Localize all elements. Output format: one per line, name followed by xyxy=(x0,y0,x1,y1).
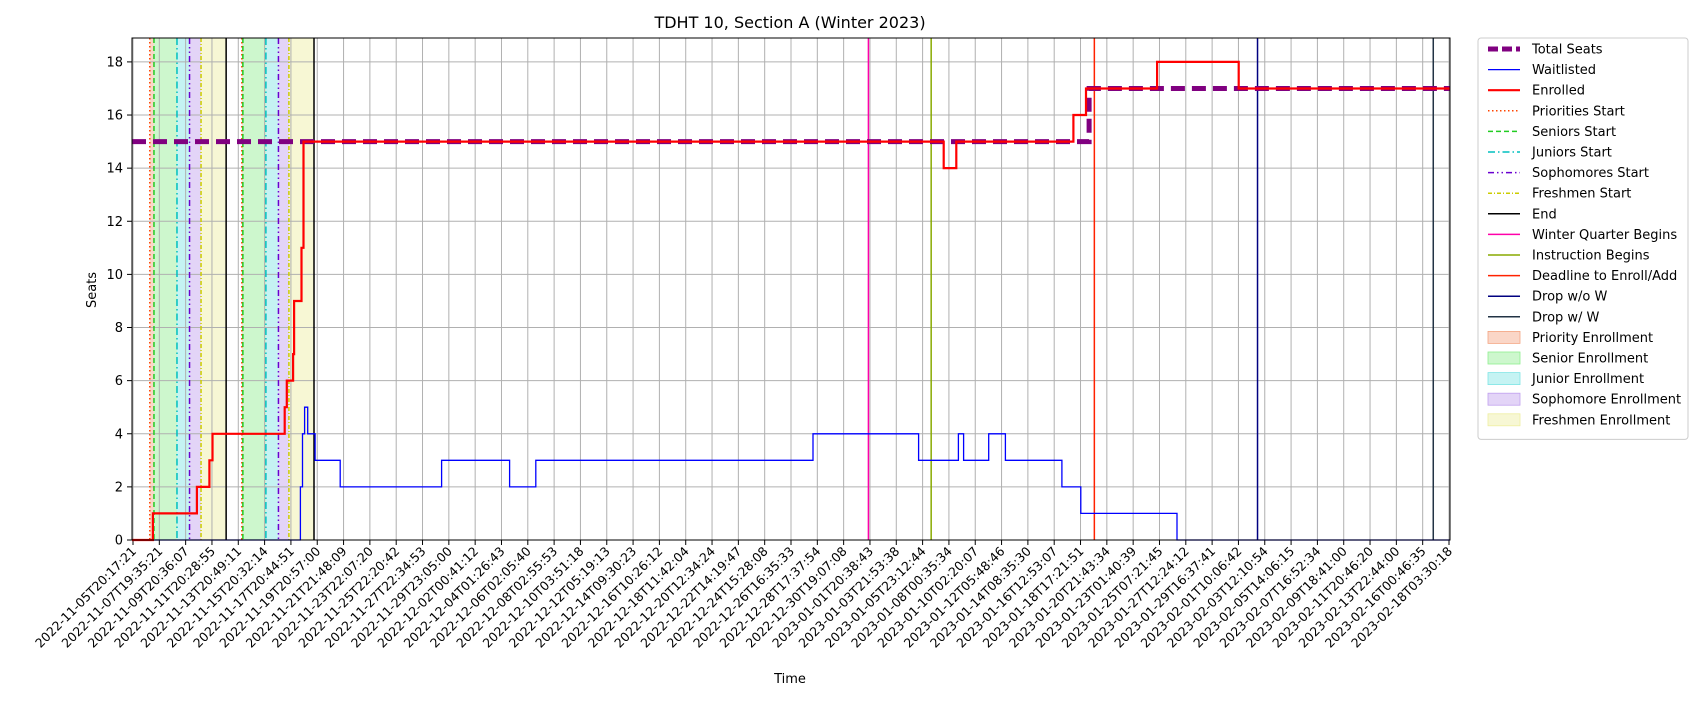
legend-label: Winter Quarter Begins xyxy=(1532,228,1677,243)
plot-frame xyxy=(131,37,1451,541)
legend-swatch xyxy=(1487,351,1521,365)
y-tick-label: 2 xyxy=(115,480,123,495)
series-line-waitlisted xyxy=(132,406,1450,541)
y-tick-label: 14 xyxy=(106,162,123,177)
span-freshmen-enrollment xyxy=(201,38,227,540)
legend-label: Freshmen Enrollment xyxy=(1532,413,1670,428)
y-axis-label: Seats xyxy=(85,272,100,308)
legend-label: Seniors Start xyxy=(1532,125,1616,140)
y-tick-label: 10 xyxy=(106,268,123,283)
legend-swatch xyxy=(1487,392,1521,406)
legend-label: Senior Enrollment xyxy=(1532,352,1648,367)
legend-item-waitlisted: Waitlisted xyxy=(1488,63,1596,78)
plot-area: 0246810121416182022-11-05T20:17:212022-1… xyxy=(32,37,1455,651)
legend-label: Sophomores Start xyxy=(1532,166,1649,181)
legend-item-end: End xyxy=(1488,207,1557,222)
legend-item-total-seats: Total Seats xyxy=(1488,43,1603,58)
legend-label: Total Seats xyxy=(1531,43,1603,58)
legend-swatch xyxy=(1487,372,1521,386)
legend-label: Priorities Start xyxy=(1532,104,1625,119)
legend-label: Drop w/o W xyxy=(1532,290,1608,305)
legend-item-deadline-to-enroll-add: Deadline to Enroll/Add xyxy=(1488,269,1677,284)
legend-item-enrolled: Enrolled xyxy=(1488,84,1585,99)
legend-swatch xyxy=(1487,330,1521,344)
legend-item-instruction-begins: Instruction Begins xyxy=(1488,249,1650,264)
chart-title: TDHT 10, Section A (Winter 2023) xyxy=(653,13,925,32)
span-priority-enrollment xyxy=(149,38,154,540)
legend-item-sophomore-enrollment: Sophomore Enrollment xyxy=(1487,392,1681,408)
legend: Total Seats Waitlisted Enrolled Priorities … xyxy=(1477,37,1689,440)
span-sophomore-enrollment xyxy=(189,38,202,540)
legend-label: Priority Enrollment xyxy=(1532,331,1653,346)
legend-label: Drop w/ W xyxy=(1532,310,1600,325)
y-tick-label: 16 xyxy=(106,109,123,124)
legend-label: Deadline to Enroll/Add xyxy=(1532,269,1677,284)
legend-label: Juniors Start xyxy=(1531,146,1612,161)
legend-label: Junior Enrollment xyxy=(1531,372,1644,387)
y-tick-label: 8 xyxy=(115,321,123,336)
legend-item-senior-enrollment: Senior Enrollment xyxy=(1487,351,1648,367)
legend-item-freshmen-enrollment: Freshmen Enrollment xyxy=(1487,413,1670,428)
span-junior-enrollment xyxy=(176,38,190,540)
legend-item-winter-quarter-begins: Winter Quarter Begins xyxy=(1488,228,1677,243)
legend-item-drop-w-o-w: Drop w/o W xyxy=(1488,290,1608,305)
legend-swatch xyxy=(1487,413,1521,427)
legend-item-sophomores-start: Sophomores Start xyxy=(1488,166,1649,181)
legend-item-seniors-start: Seniors Start xyxy=(1488,125,1616,140)
legend-label: Waitlisted xyxy=(1532,63,1596,78)
legend-box xyxy=(1477,37,1689,440)
y-tick-label: 12 xyxy=(106,215,123,230)
legend-item-junior-enrollment: Junior Enrollment xyxy=(1487,372,1644,387)
legend-item-freshmen-start: Freshmen Start xyxy=(1488,187,1631,202)
y-tick-label: 0 xyxy=(115,534,123,549)
legend-label: Freshmen Start xyxy=(1532,187,1631,202)
legend-item-juniors-start: Juniors Start xyxy=(1488,146,1612,161)
legend-label: End xyxy=(1532,207,1557,222)
span-sophomore-enrollment xyxy=(278,38,289,540)
series-line-enrolled xyxy=(132,60,1450,542)
legend-label: Sophomore Enrollment xyxy=(1532,393,1681,408)
legend-label: Enrolled xyxy=(1532,84,1585,99)
y-tick-label: 4 xyxy=(115,427,123,442)
y-tick-label: 18 xyxy=(106,55,123,70)
legend-item-priority-enrollment: Priority Enrollment xyxy=(1487,330,1653,346)
x-axis-label: Time xyxy=(773,672,806,687)
span-senior-enrollment xyxy=(242,38,266,540)
legend-label: Instruction Begins xyxy=(1532,249,1650,264)
legend-item-priorities-start: Priorities Start xyxy=(1488,104,1625,119)
legend-item-drop-w-w: Drop w/ W xyxy=(1488,310,1600,325)
y-tick-label: 6 xyxy=(115,374,123,389)
span-junior-enrollment xyxy=(265,38,279,540)
span-senior-enrollment xyxy=(153,38,177,540)
